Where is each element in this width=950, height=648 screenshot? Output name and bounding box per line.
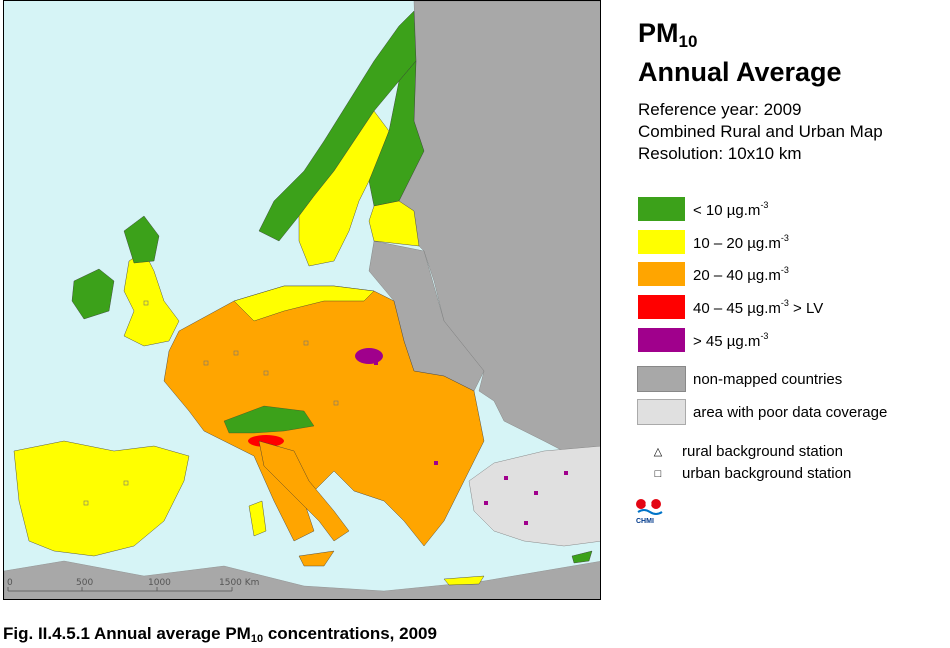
scale-label-0: 0 bbox=[7, 578, 13, 588]
finland bbox=[368, 60, 425, 207]
purple-stations bbox=[359, 351, 568, 525]
symbol-label: rural background station bbox=[682, 443, 843, 460]
legend-rural-station: △ rural background station bbox=[648, 443, 843, 460]
symbol-label: urban background station bbox=[682, 465, 852, 482]
chmi-logo-icon bbox=[636, 499, 663, 515]
legend-panel: PM10 Annual Average Reference year: 2009… bbox=[638, 18, 948, 165]
figure-caption: Fig. II.4.5.1 Annual average PM10 concen… bbox=[3, 624, 437, 645]
urban-stations bbox=[83, 300, 339, 506]
class-label: non-mapped countries bbox=[693, 370, 843, 388]
class-label: 40 – 45 µg.m-3 > LV bbox=[693, 297, 824, 317]
class-label: area with poor data coverage bbox=[693, 403, 888, 421]
sicily bbox=[298, 550, 335, 567]
legend-class-10-20: 10 – 20 µg.m-3 bbox=[638, 230, 789, 254]
italy bbox=[258, 440, 350, 542]
swatch-green bbox=[638, 197, 685, 221]
class-label: > 45 µg.m-3 bbox=[693, 330, 769, 350]
legend-poor-coverage: area with poor data coverage bbox=[637, 399, 888, 425]
north-africa bbox=[4, 560, 600, 599]
ireland bbox=[71, 268, 115, 320]
legend-urban-station: □ urban background station bbox=[648, 465, 852, 482]
sardinia bbox=[248, 500, 267, 537]
swatch-lightgrey bbox=[637, 399, 686, 425]
poland-hotspot bbox=[355, 348, 383, 364]
map-type: Combined Rural and Urban Map bbox=[638, 122, 883, 141]
class-label: 10 – 20 µg.m-3 bbox=[693, 232, 789, 252]
cyprus bbox=[571, 550, 593, 564]
swatch-purple bbox=[638, 328, 685, 352]
crete bbox=[443, 575, 485, 586]
scale-label-500: 500 bbox=[76, 578, 93, 588]
logo-text: CHMI bbox=[636, 518, 654, 525]
swatch-orange bbox=[638, 262, 685, 286]
legend-class-20-40: 20 – 40 µg.m-3 bbox=[638, 262, 789, 286]
scale-label-1500: 1500 Km bbox=[219, 578, 259, 588]
map-canvas: 0 500 1000 1500 Km bbox=[4, 1, 600, 599]
legend-meta: Reference year: 2009 Combined Rural and … bbox=[638, 99, 948, 165]
legend-class-gt45: > 45 µg.m-3 bbox=[638, 328, 768, 352]
iberia bbox=[13, 440, 190, 557]
scotland bbox=[123, 215, 160, 264]
legend-non-mapped: non-mapped countries bbox=[637, 366, 843, 392]
square-icon: □ bbox=[654, 467, 662, 480]
triangle-icon: △ bbox=[653, 446, 663, 458]
great-britain bbox=[123, 250, 180, 347]
western-europe bbox=[163, 285, 485, 547]
swatch-yellow bbox=[638, 230, 685, 254]
legend-title-line2: Annual Average bbox=[638, 57, 842, 87]
reference-year: Reference year: 2009 bbox=[638, 100, 802, 119]
alps bbox=[223, 405, 315, 434]
pm10-map: 0 500 1000 1500 Km bbox=[3, 0, 601, 600]
swatch-grey bbox=[637, 366, 686, 392]
swatch-red bbox=[638, 295, 685, 319]
po-valley-hotspot bbox=[248, 435, 284, 447]
scale-bar: 0 500 1000 1500 Km bbox=[7, 578, 259, 592]
class-label: < 10 µg.m-3 bbox=[693, 199, 769, 219]
class-label: 20 – 40 µg.m-3 bbox=[693, 264, 789, 284]
germany-poland-north bbox=[233, 285, 375, 322]
scale-label-1000: 1000 bbox=[148, 578, 171, 588]
legend-title: PM10 bbox=[638, 18, 948, 57]
legend-class-40-45: 40 – 45 µg.m-3 > LV bbox=[638, 295, 823, 319]
title-sub: 10 bbox=[678, 32, 698, 51]
title-main: PM bbox=[638, 18, 679, 48]
baltics bbox=[368, 200, 420, 247]
resolution: Resolution: 10x10 km bbox=[638, 144, 802, 163]
legend-class-lt10: < 10 µg.m-3 bbox=[638, 197, 768, 221]
